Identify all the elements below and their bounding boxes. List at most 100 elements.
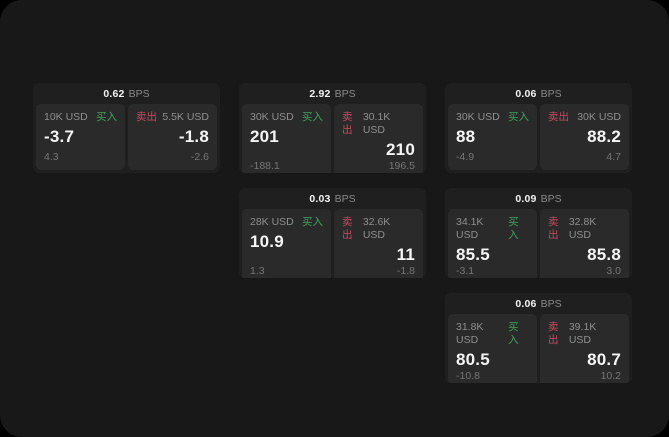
sell-side-label: 卖出 [136, 111, 157, 123]
quote-card: 0.03 BPS 28K USD 买入 10.9 1.3 卖出 32.6K US… [239, 188, 426, 278]
sell-sub-value: 3.0 [606, 265, 621, 277]
sell-size: 5.5K USD [162, 111, 209, 123]
card-body: 31.8K USD 买入 80.5 -10.8 卖出 39.1K USD 80.… [445, 314, 632, 383]
buy-side-label: 买入 [508, 111, 529, 123]
sell-quote-tile[interactable]: 卖出 5.5K USD -1.8 -2.6 [128, 104, 217, 170]
buy-quote-tile[interactable]: 34.1K USD 买入 85.5 -3.1 [448, 209, 537, 278]
sell-sub-value: 4.7 [606, 151, 621, 163]
card-header: 0.03 BPS [239, 188, 426, 209]
quote-grid: 0.62 BPS 10K USD 买入 -3.7 4.3 卖出 5.5K USD… [33, 83, 632, 383]
buy-tile-header: 34.1K USD 买入 [456, 216, 529, 242]
card-body: 10K USD 买入 -3.7 4.3 卖出 5.5K USD -1.8 -2.… [33, 104, 220, 173]
buy-size: 30K USD [250, 111, 294, 123]
buy-quote-tile[interactable]: 30K USD 买入 88 -4.9 [448, 104, 537, 170]
buy-size: 31.8K USD [456, 321, 484, 346]
sell-quote-value: -1.8 [178, 127, 209, 146]
card-body: 30K USD 买入 88 -4.9 卖出 30K USD 88.2 4.7 [445, 104, 632, 173]
bps-value: 0.03 [309, 192, 331, 205]
bps-unit-label: BPS [128, 87, 150, 100]
sell-tile-header: 卖出 5.5K USD [136, 111, 209, 124]
sell-quote-value: 210 [386, 140, 415, 159]
sell-size: 32.8K USD [568, 216, 597, 241]
sell-size: 39.1K USD [568, 321, 597, 346]
buy-tile-header: 28K USD 买入 [250, 216, 323, 229]
sell-sub-value: 196.5 [388, 160, 415, 172]
sell-side-label: 卖出 [548, 111, 569, 123]
buy-sub-value: -4.9 [456, 151, 475, 163]
buy-sub-value: 1.3 [250, 265, 265, 277]
card-header: 0.06 BPS [445, 293, 632, 314]
buy-sub-value: 4.3 [44, 151, 59, 163]
quote-card: 0.06 BPS 30K USD 买入 88 -4.9 卖出 30K USD 8… [445, 83, 632, 173]
bps-value: 0.06 [515, 87, 537, 100]
sell-side-label: 卖出 [342, 216, 353, 241]
buy-quote-value: -3.7 [44, 127, 75, 146]
buy-side-label: 买入 [508, 321, 519, 346]
buy-quote-value: 201 [250, 127, 279, 146]
buy-side-label: 买入 [302, 216, 323, 228]
buy-side-label: 买入 [302, 111, 323, 123]
sell-size: 30.1K USD [362, 111, 391, 136]
buy-sub-value: -3.1 [456, 265, 475, 277]
quote-card: 0.62 BPS 10K USD 买入 -3.7 4.3 卖出 5.5K USD… [33, 83, 220, 173]
card-body: 30K USD 买入 201 -188.1 卖出 30.1K USD 210 1… [239, 104, 426, 173]
buy-size: 10K USD [44, 111, 88, 123]
buy-quote-value: 10.9 [250, 232, 284, 251]
buy-tile-header: 30K USD 买入 [250, 111, 323, 124]
sell-tile-header: 卖出 32.8K USD [548, 216, 621, 242]
buy-quote-value: 85.5 [456, 245, 490, 264]
card-header: 0.06 BPS [445, 83, 632, 104]
sell-side-label: 卖出 [342, 111, 353, 136]
sell-quote-tile[interactable]: 卖出 32.8K USD 85.8 3.0 [540, 209, 629, 278]
bps-unit-label: BPS [540, 192, 562, 205]
sell-quote-value: 88.2 [587, 127, 621, 146]
buy-size: 30K USD [456, 111, 500, 123]
buy-size: 34.1K USD [456, 216, 484, 241]
sell-tile-header: 卖出 39.1K USD [548, 321, 621, 347]
sell-quote-tile[interactable]: 卖出 30.1K USD 210 196.5 [334, 104, 423, 173]
card-body: 34.1K USD 买入 85.5 -3.1 卖出 32.8K USD 85.8… [445, 209, 632, 278]
bps-unit-label: BPS [334, 87, 356, 100]
buy-quote-tile[interactable]: 31.8K USD 买入 80.5 -10.8 [448, 314, 537, 383]
buy-quote-tile[interactable]: 30K USD 买入 201 -188.1 [242, 104, 331, 173]
sell-side-label: 卖出 [548, 216, 559, 241]
card-body: 28K USD 买入 10.9 1.3 卖出 32.6K USD 11 -1.8 [239, 209, 426, 278]
sell-quote-value: 85.8 [587, 245, 621, 264]
sell-size: 30K USD [577, 111, 621, 123]
sell-quote-value: 11 [396, 245, 415, 264]
bps-value: 2.92 [309, 87, 331, 100]
sell-quote-tile[interactable]: 卖出 32.6K USD 11 -1.8 [334, 209, 423, 278]
buy-quote-value: 88 [456, 127, 476, 146]
sell-quote-value: 80.7 [587, 350, 621, 369]
sell-tile-header: 卖出 32.6K USD [342, 216, 415, 242]
sell-sub-value: -2.6 [190, 151, 209, 163]
bps-value: 0.06 [515, 297, 537, 310]
sell-tile-header: 卖出 30K USD [548, 111, 621, 124]
card-header: 0.09 BPS [445, 188, 632, 209]
sell-quote-tile[interactable]: 卖出 30K USD 88.2 4.7 [540, 104, 629, 170]
buy-quote-tile[interactable]: 10K USD 买入 -3.7 4.3 [36, 104, 125, 170]
sell-side-label: 卖出 [548, 321, 559, 346]
bps-unit-label: BPS [540, 297, 562, 310]
quote-card: 2.92 BPS 30K USD 买入 201 -188.1 卖出 30.1K … [239, 83, 426, 173]
buy-side-label: 买入 [96, 111, 117, 123]
buy-tile-header: 31.8K USD 买入 [456, 321, 529, 347]
buy-sub-value: -10.8 [456, 370, 480, 382]
bps-value: 0.09 [515, 192, 537, 205]
sell-sub-value: 10.2 [600, 370, 621, 382]
quote-card: 0.09 BPS 34.1K USD 买入 85.5 -3.1 卖出 32.8K… [445, 188, 632, 278]
sell-quote-tile[interactable]: 卖出 39.1K USD 80.7 10.2 [540, 314, 629, 383]
bps-unit-label: BPS [540, 87, 562, 100]
buy-side-label: 买入 [508, 216, 519, 241]
sell-sub-value: -1.8 [396, 265, 415, 277]
buy-tile-header: 30K USD 买入 [456, 111, 529, 124]
buy-quote-tile[interactable]: 28K USD 买入 10.9 1.3 [242, 209, 331, 278]
card-header: 0.62 BPS [33, 83, 220, 104]
bps-value: 0.62 [103, 87, 125, 100]
buy-size: 28K USD [250, 216, 294, 228]
bps-unit-label: BPS [334, 192, 356, 205]
sell-tile-header: 卖出 30.1K USD [342, 111, 415, 137]
buy-quote-value: 80.5 [456, 350, 490, 369]
